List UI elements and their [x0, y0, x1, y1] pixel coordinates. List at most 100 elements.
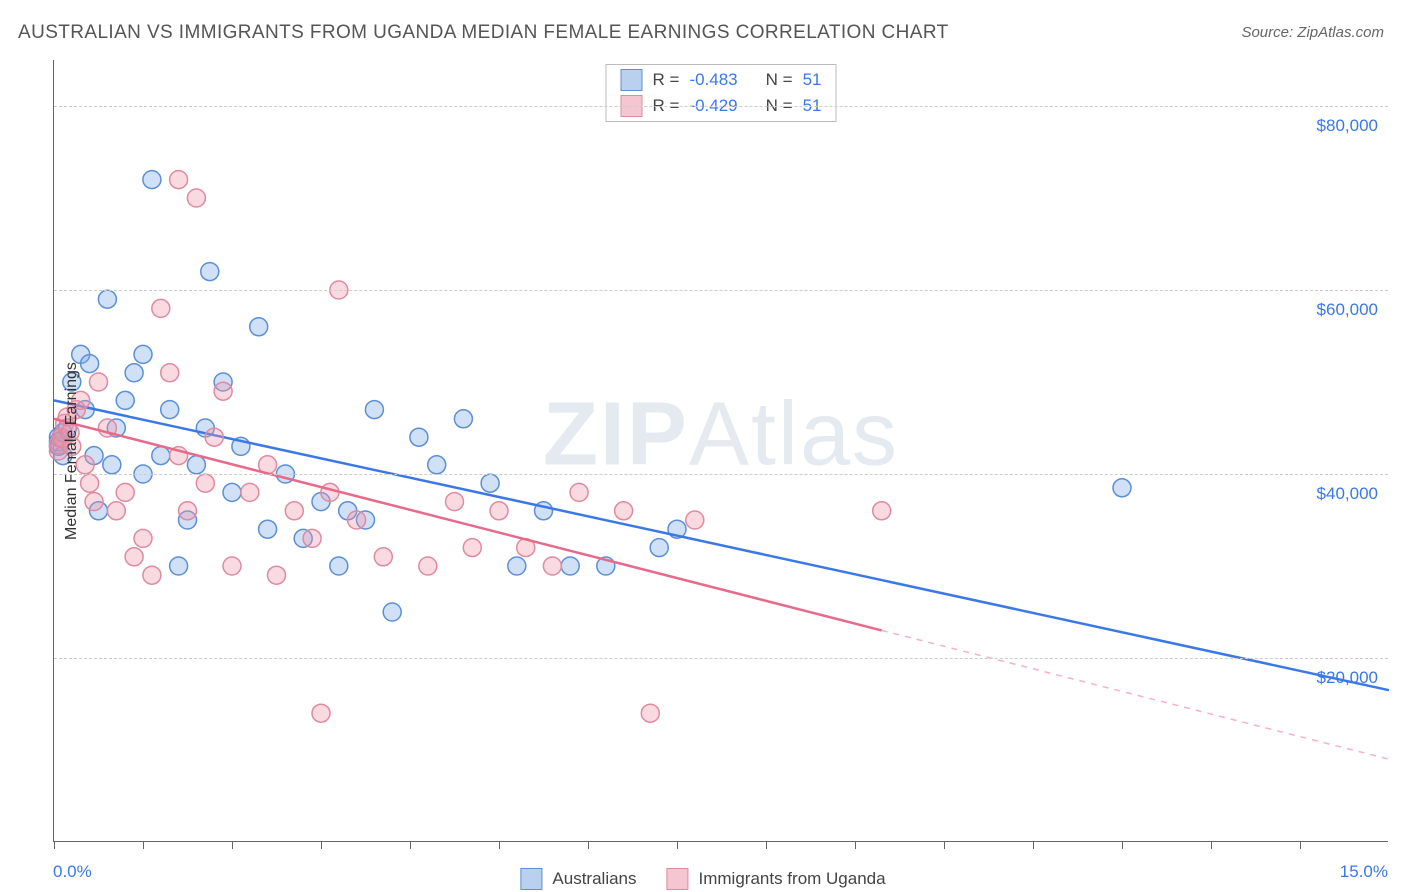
data-point [103, 456, 121, 474]
data-point [1113, 479, 1131, 497]
plot-area: ZIPAtlas R = -0.483N = 51R = -0.429N = 5… [53, 60, 1388, 842]
x-tick [588, 841, 589, 849]
x-tick [232, 841, 233, 849]
data-point [686, 511, 704, 529]
y-tick-label: $20,000 [1317, 668, 1378, 688]
data-point [170, 557, 188, 575]
data-point [116, 483, 134, 501]
legend-series: Australians Immigrants from Uganda [520, 868, 885, 890]
source-label: Source: ZipAtlas.com [1241, 24, 1384, 41]
x-tick [499, 841, 500, 849]
trend-line [54, 400, 1389, 690]
data-point [615, 502, 633, 520]
data-point [303, 529, 321, 547]
data-point [143, 171, 161, 189]
data-point [873, 502, 891, 520]
data-point [383, 603, 401, 621]
data-point [508, 557, 526, 575]
y-tick-label: $40,000 [1317, 484, 1378, 504]
data-point [650, 539, 668, 557]
legend-swatch [621, 69, 643, 91]
trend-line [54, 419, 882, 631]
data-point [143, 566, 161, 584]
data-point [268, 566, 286, 584]
data-point [641, 704, 659, 722]
data-point [312, 704, 330, 722]
chart-title: AUSTRALIAN VS IMMIGRANTS FROM UGANDA MED… [18, 22, 949, 44]
data-point [196, 474, 214, 492]
data-point [85, 493, 103, 511]
legend-correlation-row: R = -0.483N = 51 [607, 67, 836, 93]
data-point [170, 171, 188, 189]
x-tick [54, 841, 55, 849]
x-tick [321, 841, 322, 849]
data-point [481, 474, 499, 492]
y-tick-label: $80,000 [1317, 116, 1378, 136]
x-tick [766, 841, 767, 849]
x-min-label: 0.0% [53, 862, 92, 882]
data-point [330, 557, 348, 575]
x-tick [1300, 841, 1301, 849]
data-point [125, 548, 143, 566]
data-point [179, 502, 197, 520]
data-point [107, 502, 125, 520]
data-point [90, 373, 108, 391]
data-point [161, 401, 179, 419]
gridline [54, 106, 1388, 107]
legend-n-value: 51 [803, 70, 822, 90]
x-tick [944, 841, 945, 849]
data-point [428, 456, 446, 474]
legend-series-item: Australians [520, 868, 636, 890]
data-point [490, 502, 508, 520]
legend-swatch [667, 868, 689, 890]
data-point [321, 483, 339, 501]
data-point [374, 548, 392, 566]
data-point [81, 474, 99, 492]
legend-correlation: R = -0.483N = 51R = -0.429N = 51 [606, 64, 837, 122]
legend-series-item: Immigrants from Uganda [667, 868, 886, 890]
legend-series-label: Australians [552, 869, 636, 889]
data-point [561, 557, 579, 575]
trend-line-extrapolated [882, 630, 1389, 759]
data-point [454, 410, 472, 428]
data-point [223, 557, 241, 575]
data-point [201, 263, 219, 281]
x-tick [143, 841, 144, 849]
chart-container: AUSTRALIAN VS IMMIGRANTS FROM UGANDA MED… [0, 0, 1406, 892]
data-point [446, 493, 464, 511]
legend-swatch [520, 868, 542, 890]
gridline [54, 658, 1388, 659]
x-tick [677, 841, 678, 849]
gridline [54, 290, 1388, 291]
data-point [463, 539, 481, 557]
x-tick [1211, 841, 1212, 849]
data-point [116, 391, 134, 409]
legend-n-label: N = [766, 70, 793, 90]
data-point [365, 401, 383, 419]
data-point [187, 456, 205, 474]
data-point [543, 557, 561, 575]
x-tick [855, 841, 856, 849]
data-point [250, 318, 268, 336]
x-tick [1122, 841, 1123, 849]
x-tick [1033, 841, 1034, 849]
plot-svg [54, 60, 1388, 841]
y-axis-label: Median Female Earnings [63, 362, 81, 540]
data-point [152, 299, 170, 317]
data-point [161, 364, 179, 382]
data-point [259, 520, 277, 538]
legend-r-label: R = [653, 70, 680, 90]
x-tick [410, 841, 411, 849]
data-point [419, 557, 437, 575]
legend-series-label: Immigrants from Uganda [699, 869, 886, 889]
data-point [570, 483, 588, 501]
data-point [98, 290, 116, 308]
data-point [241, 483, 259, 501]
data-point [134, 529, 152, 547]
x-max-label: 15.0% [1340, 862, 1388, 882]
data-point [223, 483, 241, 501]
y-tick-label: $60,000 [1317, 300, 1378, 320]
data-point [285, 502, 303, 520]
data-point [152, 447, 170, 465]
data-point [214, 382, 232, 400]
